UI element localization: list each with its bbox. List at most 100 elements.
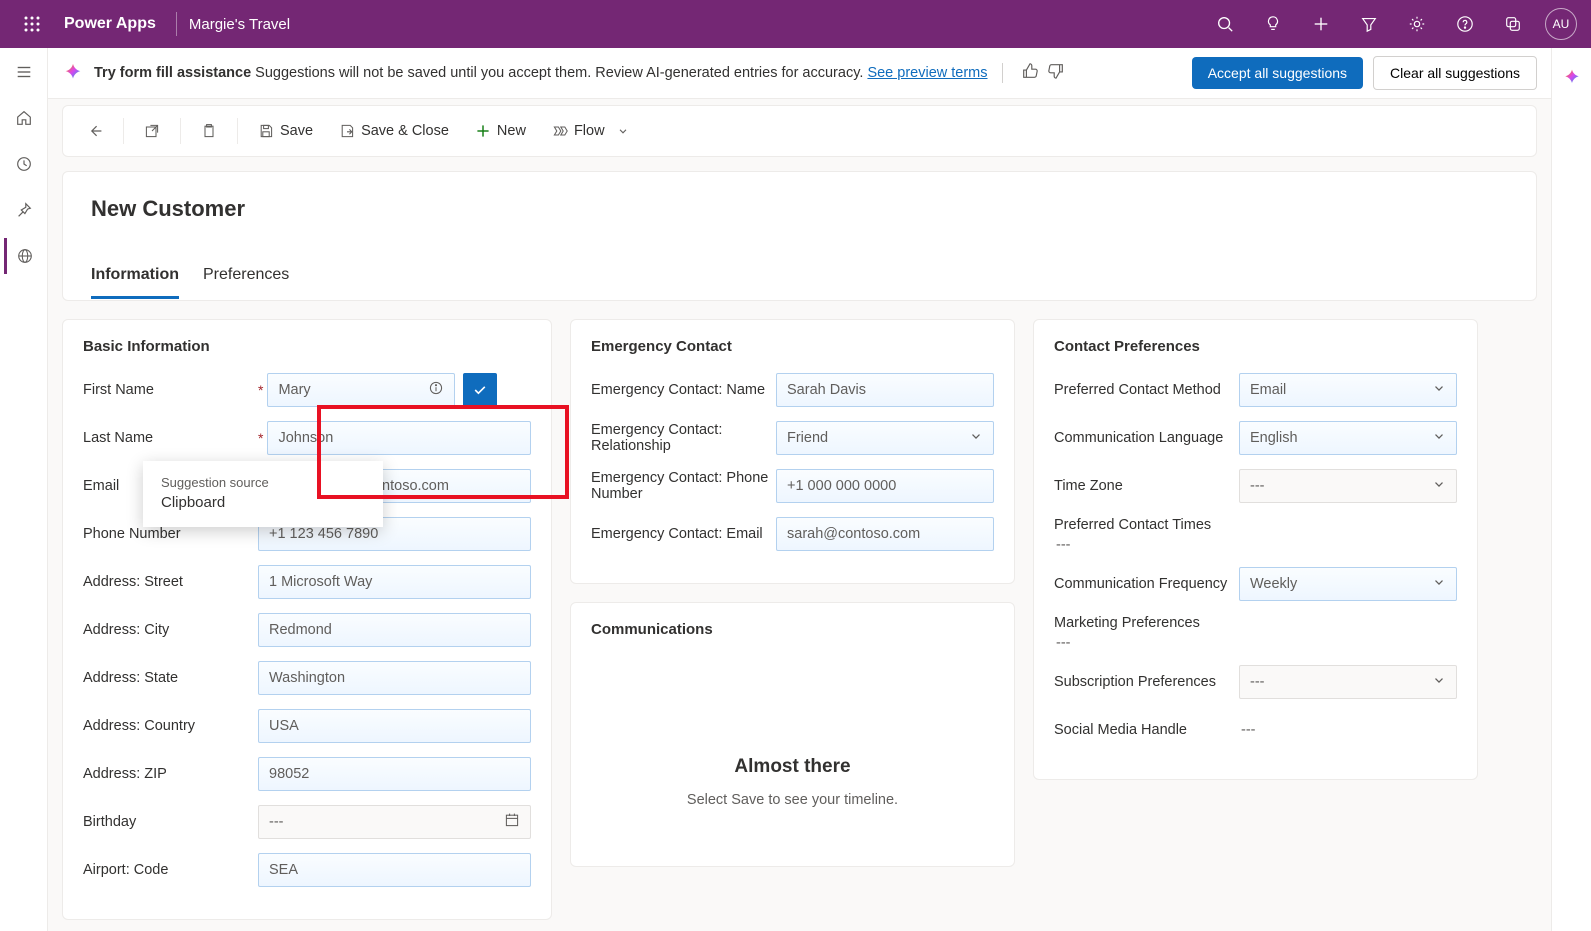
state-label: Address: State [83, 670, 258, 686]
state-input[interactable]: Washington [258, 661, 531, 695]
thumbs-up-icon[interactable] [1017, 58, 1043, 88]
sub-label: Subscription Preferences [1054, 674, 1239, 690]
zip-input[interactable]: 98052 [258, 757, 531, 791]
basic-info-card: Basic Information First Name * Mary Last… [62, 319, 552, 920]
phone-label: Phone Number [83, 526, 258, 542]
environment-name[interactable]: Margie's Travel [189, 16, 290, 33]
plus-icon[interactable] [1299, 2, 1343, 46]
info-icon[interactable] [428, 380, 444, 400]
street-input[interactable]: 1 Microsoft Way [258, 565, 531, 599]
zip-label: Address: ZIP [83, 766, 258, 782]
lang-label: Communication Language [1054, 430, 1239, 446]
tz-select[interactable]: --- [1239, 469, 1457, 503]
ec-rel-label: Emergency Contact: Relationship [591, 422, 776, 454]
hamburger-icon[interactable] [4, 54, 44, 90]
freq-select[interactable]: Weekly [1239, 567, 1457, 601]
contact-preferences-card: Contact Preferences Preferred Contact Me… [1033, 319, 1478, 780]
section-title: Emergency Contact [591, 338, 994, 355]
save-close-label: Save & Close [361, 123, 449, 139]
section-title: Basic Information [83, 338, 531, 355]
notice-text: Suggestions will not be saved until you … [255, 65, 863, 81]
chevron-down-icon [1432, 673, 1446, 691]
nav-rail [0, 48, 48, 931]
ec-phone-input[interactable]: +1 000 000 0000 [776, 469, 994, 503]
pinned-icon[interactable] [4, 192, 44, 228]
divider [176, 12, 177, 36]
search-icon[interactable] [1203, 2, 1247, 46]
share-icon[interactable] [1491, 2, 1535, 46]
last-name-input[interactable]: Johnson [267, 421, 531, 455]
clear-all-button[interactable]: Clear all suggestions [1373, 56, 1537, 90]
chevron-down-icon [969, 429, 983, 447]
save-label: Save [280, 123, 313, 139]
sub-select[interactable]: --- [1239, 665, 1457, 699]
accept-all-button[interactable]: Accept all suggestions [1192, 57, 1363, 89]
home-icon[interactable] [4, 100, 44, 136]
copilot-pane-icon[interactable] [1562, 68, 1582, 931]
ec-rel-select[interactable]: Friend [776, 421, 994, 455]
divider [1002, 63, 1003, 83]
new-button[interactable]: New [465, 117, 536, 145]
chevron-down-icon [1432, 429, 1446, 447]
freq-label: Communication Frequency [1054, 576, 1239, 592]
back-button[interactable] [77, 117, 113, 145]
chevron-down-icon [1432, 575, 1446, 593]
thumbs-down-icon[interactable] [1043, 58, 1069, 88]
globe-icon[interactable] [4, 238, 44, 274]
lightbulb-icon[interactable] [1251, 2, 1295, 46]
first-name-label: First Name [83, 382, 258, 398]
recent-icon[interactable] [4, 146, 44, 182]
mkt-label: Marketing Preferences [1054, 615, 1200, 631]
city-input[interactable]: Redmond [258, 613, 531, 647]
birthday-input[interactable]: --- [258, 805, 531, 839]
last-name-label: Last Name [83, 430, 258, 446]
open-new-window-icon[interactable] [134, 117, 170, 145]
preview-terms-link[interactable]: See preview terms [867, 65, 987, 81]
suggestion-source-popover: Suggestion source Clipboard [143, 461, 383, 527]
save-button[interactable]: Save [248, 117, 323, 145]
ec-name-input[interactable]: Sarah Davis [776, 373, 994, 407]
city-label: Address: City [83, 622, 258, 638]
page-header-card: New Customer Information Preferences [62, 171, 1537, 301]
app-title: Power Apps [56, 15, 164, 33]
airport-input[interactable]: SEA [258, 853, 531, 887]
ec-email-label: Emergency Contact: Email [591, 526, 776, 542]
gear-icon[interactable] [1395, 2, 1439, 46]
lang-select[interactable]: English [1239, 421, 1457, 455]
airport-label: Airport: Code [83, 862, 258, 878]
right-rail [1551, 48, 1591, 931]
social-label: Social Media Handle [1054, 722, 1239, 738]
new-label: New [497, 123, 526, 139]
ec-phone-label: Emergency Contact: Phone Number [591, 470, 776, 502]
first-name-input[interactable]: Mary [267, 373, 455, 407]
required-marker: * [258, 382, 263, 398]
street-label: Address: Street [83, 574, 258, 590]
user-avatar[interactable]: AU [1545, 8, 1577, 40]
tab-information[interactable]: Information [91, 266, 179, 299]
social-value[interactable]: --- [1239, 722, 1256, 738]
birthday-label: Birthday [83, 814, 258, 830]
accept-suggestion-button[interactable] [463, 373, 497, 407]
clipboard-icon[interactable] [191, 117, 227, 145]
save-close-button[interactable]: Save & Close [329, 117, 459, 145]
app-launcher-icon[interactable] [8, 0, 56, 48]
help-icon[interactable] [1443, 2, 1487, 46]
almost-title: Almost there [591, 756, 994, 778]
ec-email-input[interactable]: sarah@contoso.com [776, 517, 994, 551]
country-input[interactable]: USA [258, 709, 531, 743]
tz-label: Time Zone [1054, 478, 1239, 494]
times-value[interactable]: --- [1054, 537, 1071, 553]
chevron-down-icon [1432, 381, 1446, 399]
popover-label: Suggestion source [161, 475, 365, 490]
method-select[interactable]: Email [1239, 373, 1457, 407]
page-title: New Customer [91, 196, 1508, 222]
app-header: Power Apps Margie's Travel AU [0, 0, 1591, 48]
emergency-contact-card: Emergency Contact Emergency Contact: Nam… [570, 319, 1015, 584]
calendar-icon[interactable] [504, 812, 520, 832]
required-marker: * [258, 430, 263, 446]
filter-icon[interactable] [1347, 2, 1391, 46]
flow-button[interactable]: Flow [542, 117, 639, 145]
mkt-value[interactable]: --- [1054, 635, 1071, 651]
tab-preferences[interactable]: Preferences [203, 266, 289, 299]
times-label: Preferred Contact Times [1054, 517, 1211, 533]
